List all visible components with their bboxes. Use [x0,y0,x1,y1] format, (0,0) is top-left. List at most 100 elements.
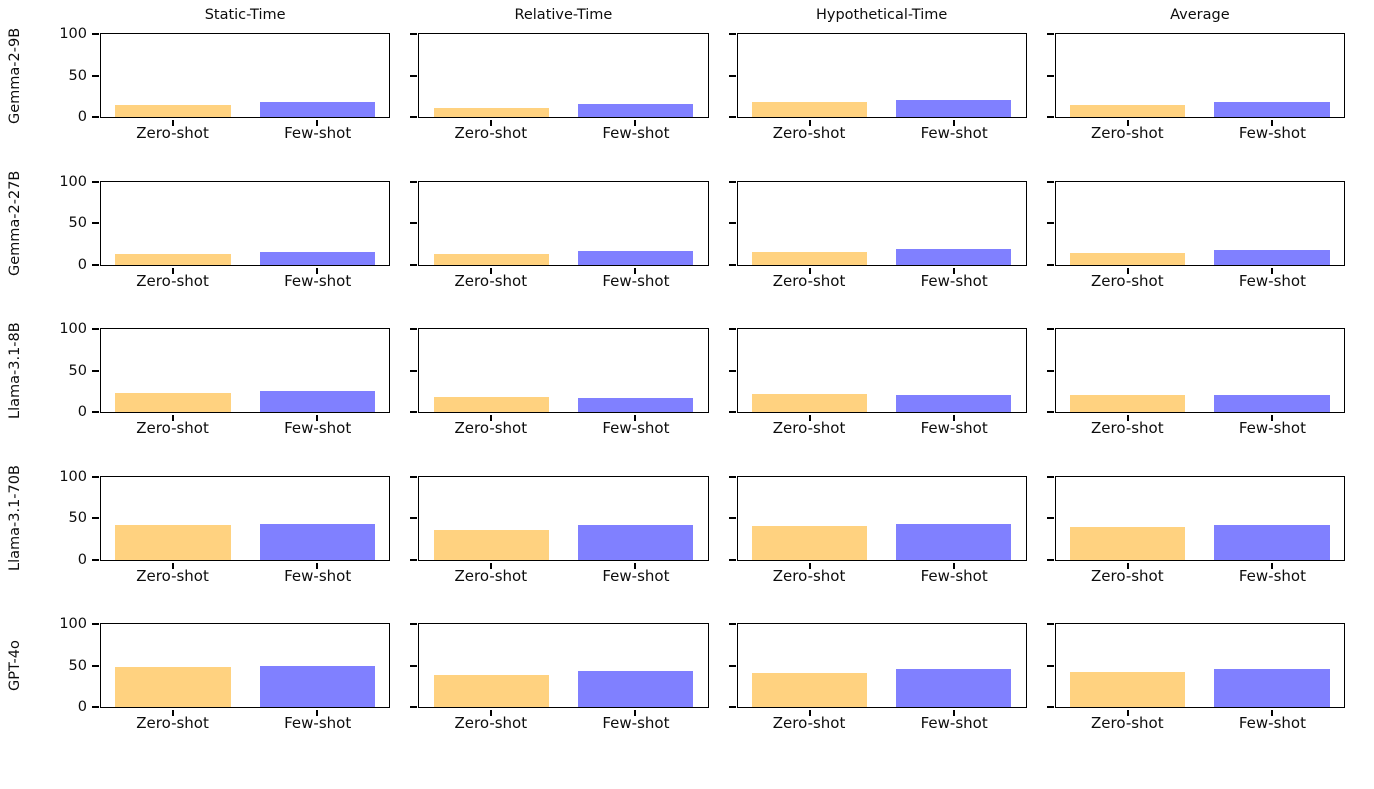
y-tick-label: 100 [59,26,87,42]
x-tick-mark [634,415,637,421]
x-category-label: Few-shot [920,714,988,732]
y-tick-mark [410,180,418,183]
y-tick-label: 50 [68,510,87,526]
x-category-label: Zero-shot [1091,714,1164,732]
zero-shot-bar [1070,104,1186,117]
few-shot-bar [259,391,375,412]
few-shot-bar [896,99,1012,117]
x-category-label: Few-shot [602,714,670,732]
x-category-label: Few-shot [284,271,352,290]
y-tick-mark [410,369,418,372]
x-category-label: Few-shot [1238,566,1306,585]
subplot: Zero-shot Few-shot [728,590,1027,738]
y-tick-mark [92,328,99,330]
x-category-label: Zero-shot [454,124,528,142]
x-tick-mark [490,120,493,126]
x-tick-mark [1126,120,1129,126]
plot-area: 100 50 0 [59,27,391,126]
few-shot-bar [259,102,375,117]
y-tick-mark [728,33,736,35]
y-tick-mark [1046,411,1054,413]
plot-area [728,328,1027,421]
y-tick-mark [92,116,99,118]
zero-shot-bar [115,524,231,560]
subplot: Zero-shot Few-shot [1046,148,1345,296]
few-shot-bar [577,525,694,560]
x-category-labels: Zero-shot Few-shot [1055,419,1345,439]
zero-shot-bar [433,253,549,265]
x-tick-mark [490,267,493,274]
x-category-label: Few-shot [1238,271,1306,290]
y-tick-label: 0 [77,551,87,568]
x-category-labels: Zero-shot Few-shot [100,124,390,144]
subplot: Zero-shot Few-shot [410,590,709,738]
zero-shot-bar [1070,527,1186,560]
few-shot-bar [259,252,375,265]
y-tick-mark [410,328,418,330]
y-tick-mark [410,33,418,35]
x-tick-mark [1126,415,1129,421]
x-tick-mark [316,120,319,126]
y-tick-label: 50 [68,362,87,379]
x-tick-mark [808,710,811,716]
subplot-row: 100 50 0 Gemma-2-27B Zero-shot Few-shot Zero-s… [0,148,1374,296]
x-tick-mark [808,120,811,126]
plot-area [1046,180,1345,274]
subplot-title: Hypothetical-Time [815,7,948,23]
y-tick-mark [728,664,736,667]
subplot: Zero-shot Few-shot [1046,443,1345,591]
few-shot-bar [1214,668,1330,707]
y-tick-mark [410,411,418,413]
x-tick-mark [634,562,637,569]
plot-area [410,328,709,421]
y-tick-mark [1046,33,1054,35]
x-tick-mark [1270,562,1273,569]
x-tick-mark [172,120,175,126]
y-tick-mark [728,116,736,118]
y-tick-label: 100 [59,468,87,485]
zero-shot-bar [115,392,231,412]
y-tick-mark [1046,180,1054,183]
y-tick-mark [92,222,99,224]
y-tick-mark [1046,475,1054,478]
y-tick-mark [1046,369,1054,372]
y-tick-mark [410,623,418,625]
plot-area [728,33,1027,126]
x-category-labels: Zero-shot Few-shot [418,714,708,734]
subplot-row: 100 50 0 Llama-3.1-8B Zero-shot Few-shot Zero-… [0,295,1374,443]
y-tick-mark [728,263,736,266]
x-category-labels: Zero-shot Few-shot [100,272,390,292]
subplot: Zero-shot Few-shot [728,148,1027,296]
plot-area: 100 50 0 [59,322,391,421]
zero-shot-bar [433,397,549,412]
x-tick-mark [952,267,955,274]
x-tick-mark [1126,562,1129,569]
x-category-label: Few-shot [602,419,670,437]
y-tick-label: 50 [68,215,87,231]
x-tick-mark [808,267,811,274]
plot-area: 100 50 0 [59,617,391,716]
y-tick-mark [410,517,418,519]
zero-shot-bar [751,252,868,265]
plot-area [1046,33,1345,126]
zero-shot-bar [115,667,231,707]
y-tick-label: 100 [59,321,87,337]
x-category-label: Few-shot [284,419,352,437]
x-tick-mark [808,562,811,569]
zero-shot-bar [1070,672,1186,707]
few-shot-bar [1214,102,1330,117]
y-tick-mark [92,369,99,372]
zero-shot-bar [1070,252,1186,265]
x-tick-mark [1270,415,1273,421]
x-category-label: Zero-shot [772,714,846,732]
y-tick-mark [410,263,418,266]
y-tick-mark [410,558,418,561]
row-model-label: Llama-3.1-8B [7,322,23,419]
few-shot-bar [577,103,694,117]
plot-area [1046,328,1345,421]
x-category-labels: Zero-shot Few-shot [737,419,1027,439]
x-category-labels: Zero-shot Few-shot [418,419,708,439]
x-category-labels: Zero-shot Few-shot [418,124,708,144]
x-tick-mark [1126,267,1129,274]
plot-area: 100 50 0 [59,174,391,274]
